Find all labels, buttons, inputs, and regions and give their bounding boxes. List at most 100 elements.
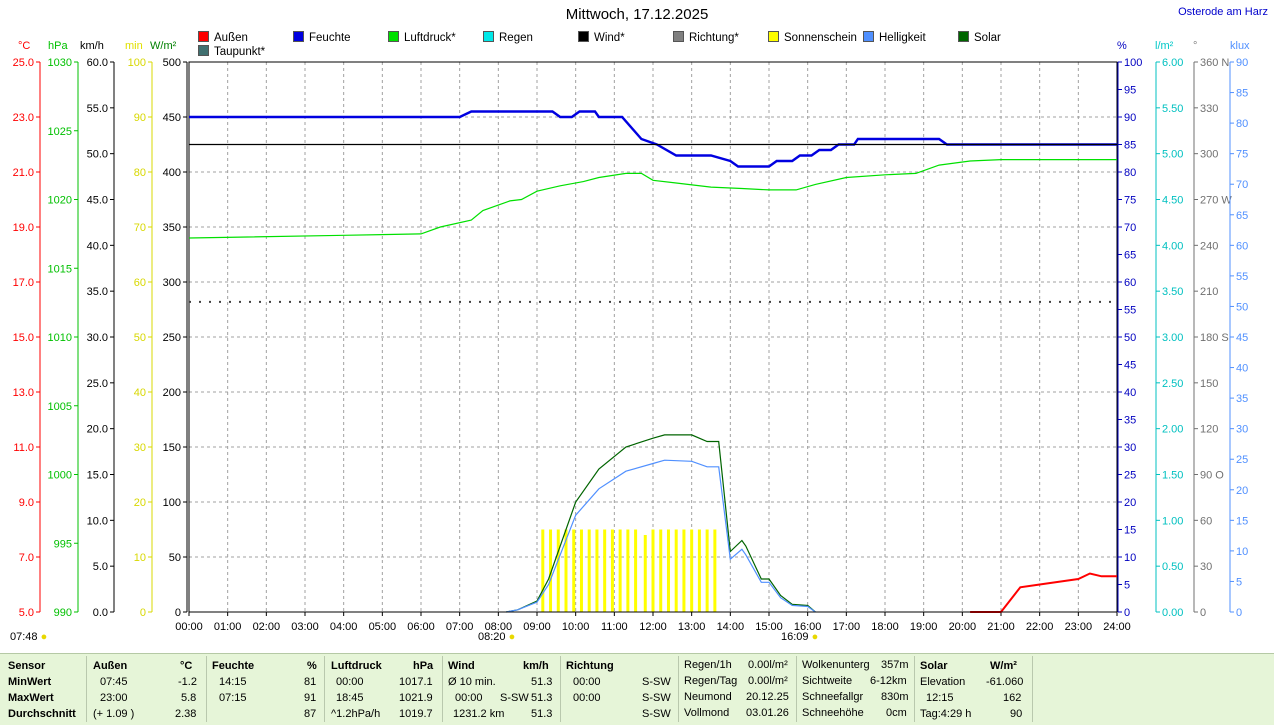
summary-value: 81 — [304, 676, 317, 688]
wind-tick-label: 0.0 — [93, 607, 108, 619]
summary-value: Ø 10 min. — [448, 676, 496, 688]
temp-tick-label: 7.0 — [19, 552, 34, 564]
legend-swatch — [958, 31, 969, 42]
solar-tick-label: 350 — [163, 222, 181, 234]
pressure-tick-label: 990 — [54, 607, 72, 619]
wind-axis-unit: km/h — [80, 40, 104, 52]
summary-value: 07:15 — [219, 692, 247, 704]
summary-divider — [324, 656, 325, 722]
legend-item-taupunkt: Taupunkt* — [198, 45, 265, 58]
sunshine-bar — [572, 529, 576, 612]
sunshine-bar — [690, 529, 694, 612]
summary-divider — [86, 656, 87, 722]
summary-value: 1017.1 — [399, 676, 433, 688]
series-line-solar — [505, 434, 816, 613]
summary-label: Tag:4:29 h — [920, 708, 972, 720]
legend-item-wind: Wind* — [578, 31, 625, 44]
summary-row-label: Durchschnitt — [8, 708, 76, 720]
legend-label: Taupunkt* — [214, 46, 266, 58]
summary-value: S-SW — [642, 676, 671, 688]
solar-tick-label: 100 — [163, 497, 181, 509]
rain-tick-label: 4.50 — [1162, 195, 1183, 207]
temp-tick-label: 13.0 — [13, 387, 34, 399]
rain-tick-label: 4.00 — [1162, 240, 1183, 252]
rain-tick-label: 3.50 — [1162, 286, 1183, 298]
brightness-tick-label: 10 — [1236, 546, 1248, 558]
summary-label: Vollmond — [684, 707, 730, 719]
brightness-tick-label: 90 — [1236, 57, 1248, 69]
summary-value: 23:00 — [100, 692, 128, 704]
x-tick-label: 20:00 — [949, 621, 977, 633]
legend-swatch — [863, 31, 874, 42]
sunshine-bar — [626, 529, 630, 612]
sun-icon: ● — [505, 631, 516, 643]
x-tick-label: 24:00 — [1103, 621, 1131, 633]
summary-divider — [1032, 656, 1033, 722]
wind-tick-label: 50.0 — [87, 149, 108, 161]
humidity-tick-label: 40 — [1124, 387, 1136, 399]
direction-tick-label: 240 — [1200, 240, 1218, 252]
sun-tick-label: 100 — [128, 57, 146, 69]
legend-item-feuchte: Feuchte — [293, 31, 351, 44]
summary-wind-unit: km/h — [523, 660, 549, 672]
humidity-tick-label: 5 — [1124, 580, 1130, 592]
summary-value: 51.3 — [531, 708, 553, 720]
brightness-tick-label: 0 — [1236, 607, 1242, 619]
sunshine-bar — [666, 529, 670, 612]
legend-item-luftdruck: Luftdruck* — [388, 31, 456, 44]
brightness-tick-label: 55 — [1236, 271, 1248, 283]
humidity-tick-label: 55 — [1124, 305, 1136, 317]
x-tick-label: 04:00 — [330, 621, 358, 633]
sunshine-bar — [682, 529, 686, 612]
rain-axis-unit: l/m² — [1155, 40, 1174, 52]
summary-value: 14:15 — [219, 676, 247, 688]
x-tick-label: 00:00 — [175, 621, 203, 633]
direction-tick-label: 210 — [1200, 286, 1218, 298]
sun-tick-label: 90 — [134, 112, 146, 124]
sunshine-bar — [651, 529, 655, 612]
summary-divider — [206, 656, 207, 722]
sunshine-bar — [579, 529, 583, 612]
solar-tick-label: 400 — [163, 167, 181, 179]
legend-swatch — [483, 31, 494, 42]
summary-value: 1021.9 — [399, 692, 433, 704]
direction-tick-label: 360 N — [1200, 57, 1229, 69]
summary-value: ^1.2hPa/h — [331, 708, 381, 720]
summary-feuchte-header: Feuchte — [212, 660, 255, 672]
sun-tick-label: 40 — [134, 387, 146, 399]
brightness-tick-label: 20 — [1236, 485, 1248, 497]
x-tick-label: 10:00 — [562, 621, 590, 633]
summary-sensor-header: Sensor — [8, 660, 46, 672]
summary-row-label: MaxWert — [8, 692, 54, 704]
summary-value: 6-12km — [870, 675, 907, 687]
summary-value: 07:45 — [100, 676, 128, 688]
rain-tick-label: 3.00 — [1162, 332, 1183, 344]
legend-swatch — [198, 45, 209, 56]
direction-tick-label: 90 O — [1200, 470, 1224, 482]
brightness-tick-label: 50 — [1236, 301, 1248, 313]
summary-value: 5.8 — [181, 692, 197, 704]
brightness-tick-label: 65 — [1236, 210, 1248, 222]
x-tick-label: 13:00 — [678, 621, 706, 633]
summary-row-label: MinWert — [8, 676, 52, 688]
legend-swatch — [198, 31, 209, 42]
x-tick-label: 09:00 — [523, 621, 551, 633]
humidity-tick-label: 70 — [1124, 222, 1136, 234]
solar-tick-label: 250 — [163, 332, 181, 344]
pressure-tick-label: 1010 — [48, 332, 72, 344]
series-line-helligkeit — [505, 459, 816, 613]
summary-value: S-SW — [642, 708, 671, 720]
legend-swatch — [768, 31, 779, 42]
x-tick-label: 03:00 — [291, 621, 319, 633]
summary-value: 51.3 — [531, 692, 553, 704]
sunshine-start-time: 07:48 — [10, 631, 38, 643]
wind-tick-label: 35.0 — [87, 286, 108, 298]
brightness-axis-unit: klux — [1230, 40, 1250, 52]
brightness-tick-label: 45 — [1236, 332, 1248, 344]
direction-tick-label: 300 — [1200, 149, 1218, 161]
summary-value: (+ 1.09 ) — [93, 708, 135, 720]
sunshine-bar — [595, 529, 599, 612]
direction-tick-label: 180 S — [1200, 332, 1229, 344]
x-tick-label: 21:00 — [987, 621, 1015, 633]
summary-value: 357m — [881, 659, 909, 671]
